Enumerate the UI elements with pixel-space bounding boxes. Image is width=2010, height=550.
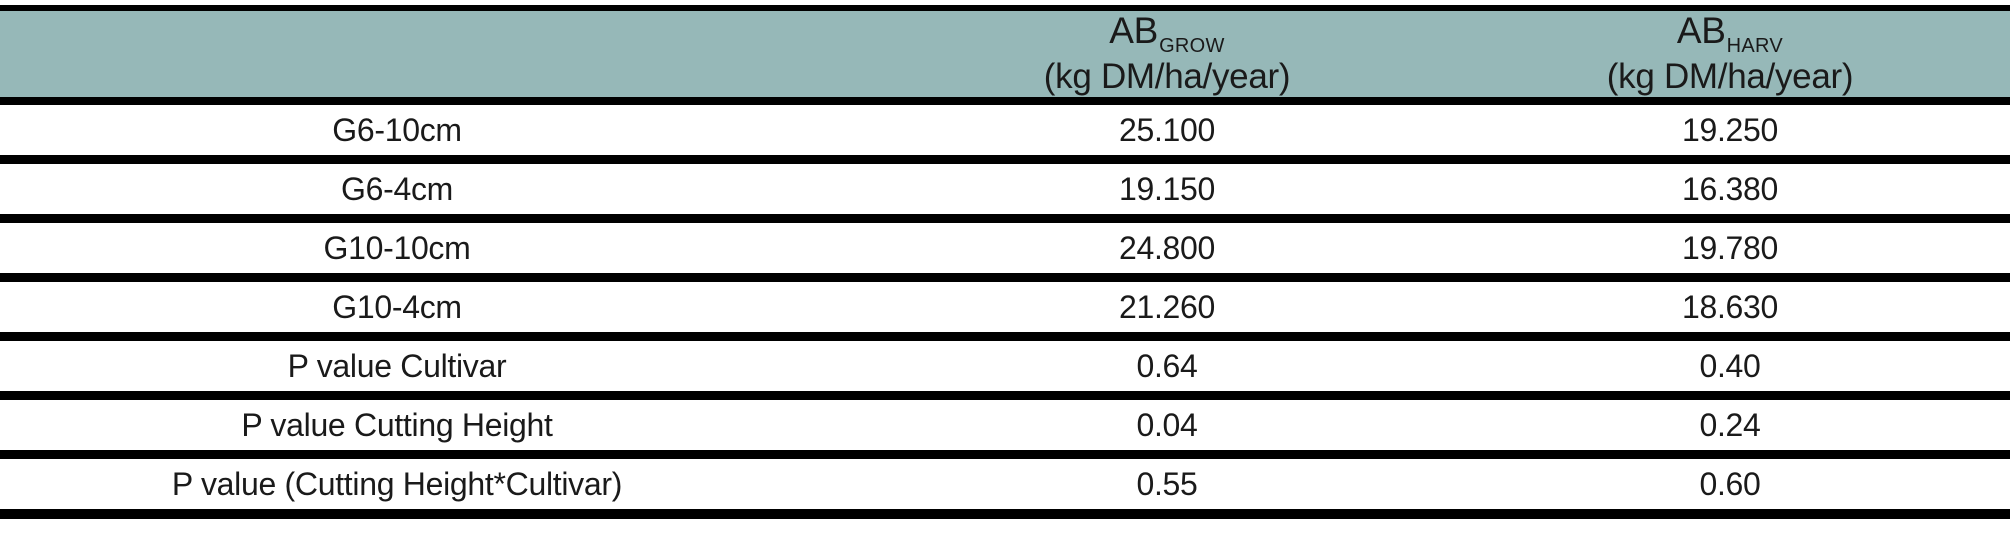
ab-harv-value: 0.40: [1699, 347, 1761, 384]
row-label: G10-4cm: [332, 288, 462, 325]
table-header-row: ABGROW (kg DM/ha/year) ABHARV (kg DM/ha/…: [0, 5, 2010, 105]
row-label: G6-4cm: [341, 170, 453, 207]
header-symbol-text: AB: [1109, 10, 1159, 51]
ab-harv-value: 16.380: [1681, 170, 1779, 207]
header-ab-grow-unit: (kg DM/ha/year): [1043, 57, 1291, 96]
header-ab-grow: ABGROW (kg DM/ha/year): [794, 11, 1450, 97]
ab-harv-value: 19.780: [1681, 229, 1779, 266]
header-subscript-text: HARV: [1726, 35, 1784, 57]
ab-grow-value: 0.64: [1136, 347, 1198, 384]
header-ab-grow-symbol: ABGROW: [1109, 10, 1225, 58]
header-ab-harv-symbol: ABHARV: [1676, 10, 1784, 58]
ab-grow-value: 25.100: [1118, 111, 1216, 148]
row-label: P value (Cutting Height*Cultivar): [171, 465, 623, 502]
ab-harv-value: 19.250: [1681, 111, 1779, 148]
ab-harv-value: 0.60: [1699, 465, 1761, 502]
table-row: G6-10cm 25.100 19.250: [0, 105, 2010, 164]
ab-grow-value: 0.55: [1136, 465, 1198, 502]
table-row-pvalue: P value Cultivar 0.64 0.40: [0, 341, 2010, 400]
row-label: P value Cutting Height: [241, 406, 553, 443]
ab-harv-value: 0.24: [1699, 406, 1761, 443]
row-label: G10-10cm: [323, 229, 471, 266]
ab-grow-value: 24.800: [1118, 229, 1216, 266]
ab-grow-value: 0.04: [1136, 406, 1198, 443]
header-symbol-text: AB: [1676, 10, 1726, 51]
results-table: ABGROW (kg DM/ha/year) ABHARV (kg DM/ha/…: [0, 5, 2010, 519]
ab-harv-value: 18.630: [1681, 288, 1779, 325]
header-empty-cell: [0, 11, 794, 97]
row-label: G6-10cm: [332, 111, 462, 148]
header-ab-harv: ABHARV (kg DM/ha/year): [1450, 11, 2010, 97]
row-label: P value Cultivar: [287, 347, 507, 384]
table-row-pvalue: P value (Cutting Height*Cultivar) 0.55 0…: [0, 459, 2010, 519]
table-row: G6-4cm 19.150 16.380: [0, 164, 2010, 223]
table-row: G10-10cm 24.800 19.780: [0, 223, 2010, 282]
ab-grow-value: 21.260: [1118, 288, 1216, 325]
table-row: G10-4cm 21.260 18.630: [0, 282, 2010, 341]
header-subscript-text: GROW: [1159, 35, 1225, 57]
header-ab-harv-unit: (kg DM/ha/year): [1606, 57, 1854, 96]
table-row-pvalue: P value Cutting Height 0.04 0.24: [0, 400, 2010, 459]
ab-grow-value: 19.150: [1118, 170, 1216, 207]
